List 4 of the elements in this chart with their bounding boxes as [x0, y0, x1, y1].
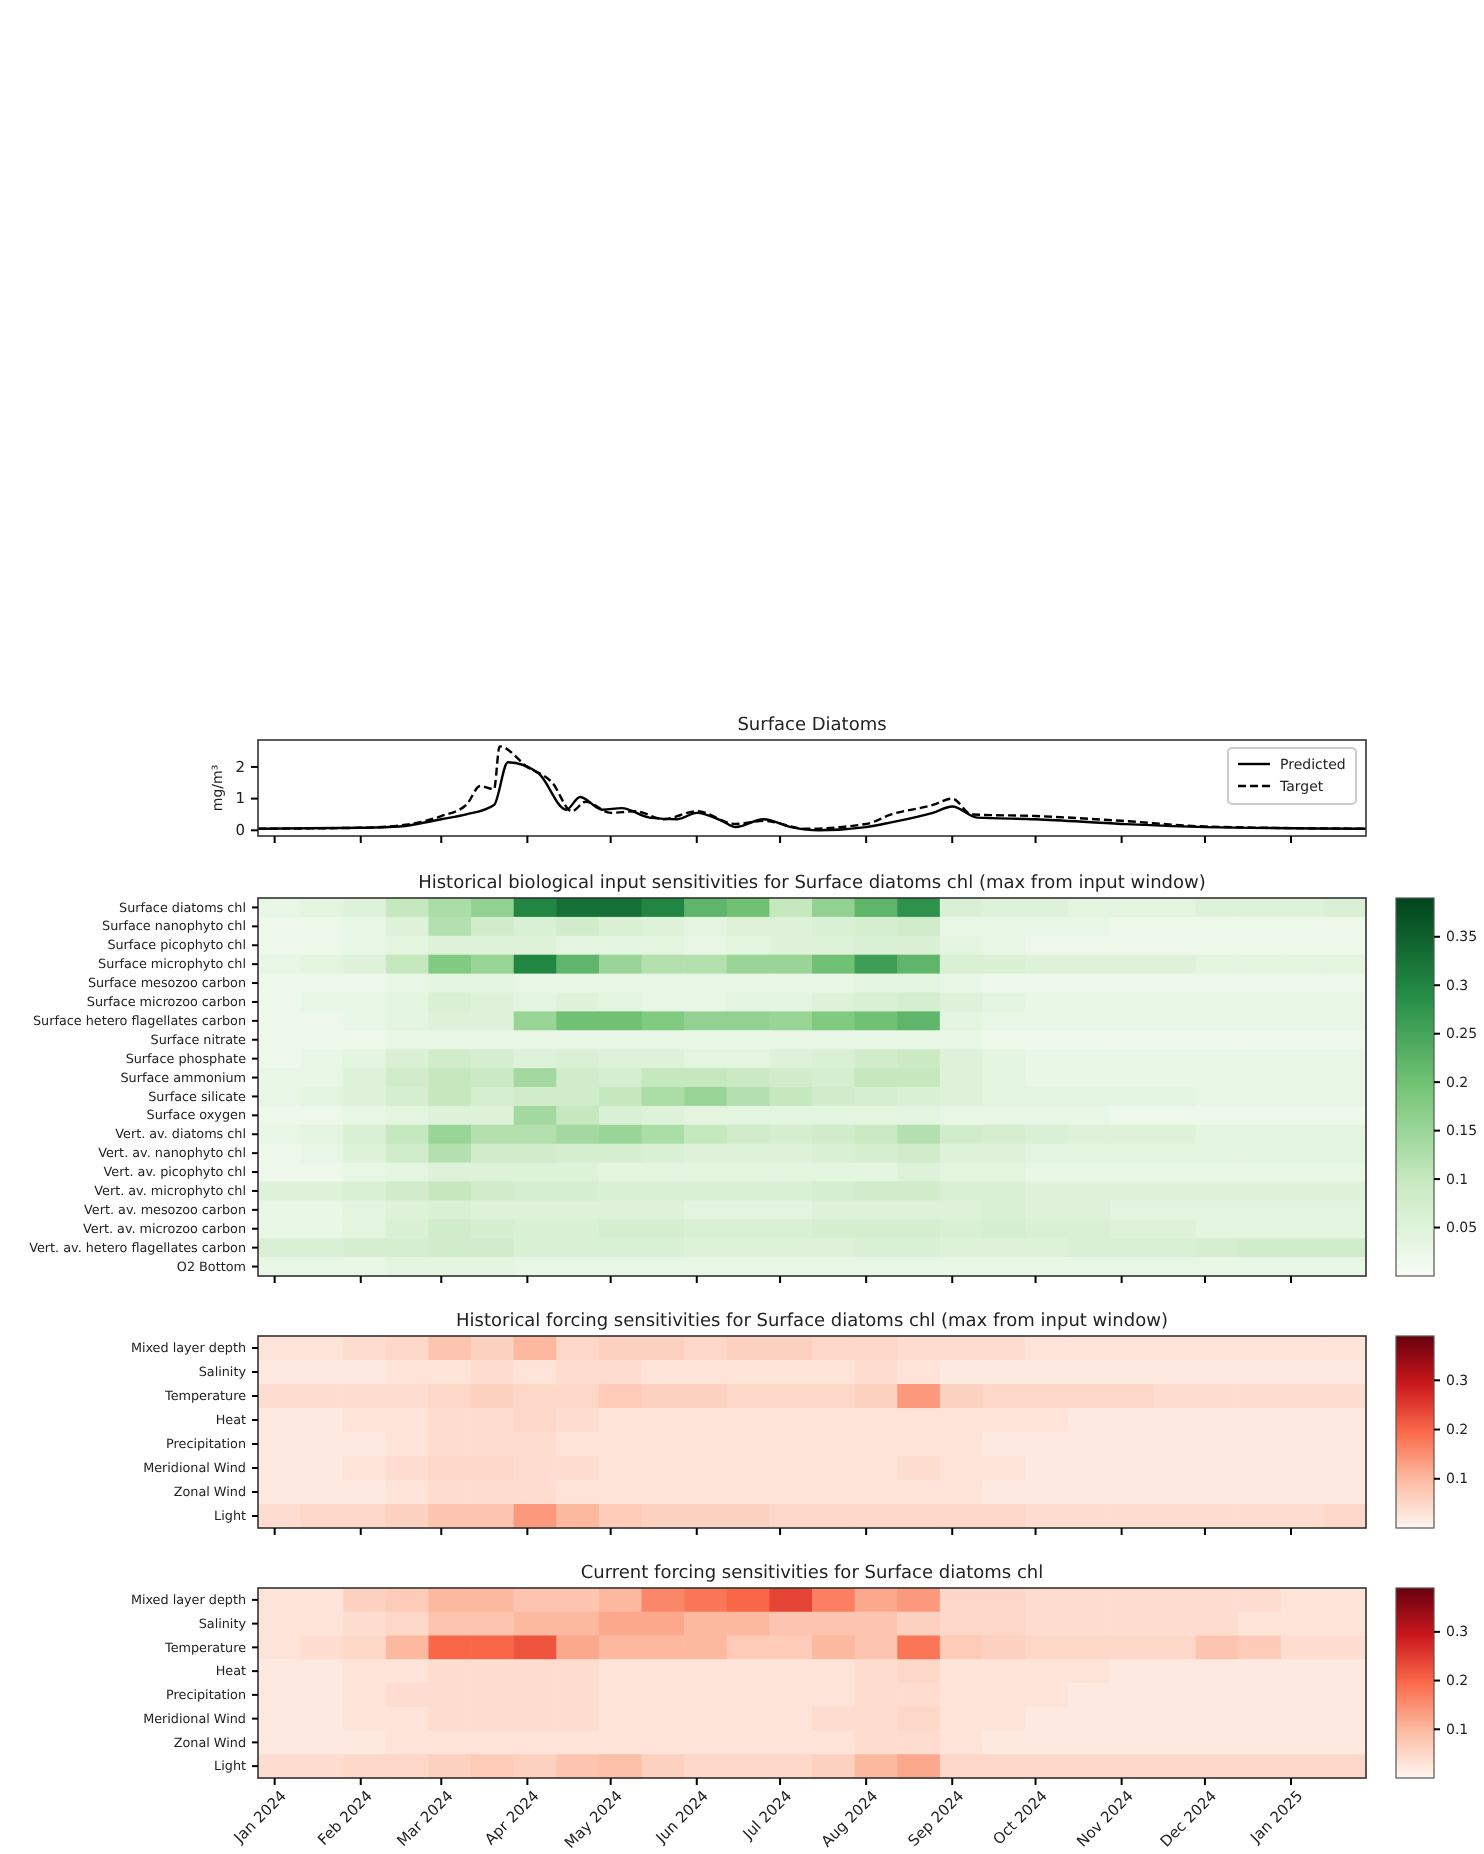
chart-title: Historical biological input sensitivities for Surface diatoms chl (max from input window): [418, 874, 1206, 894]
chart-title: Historical forcing sensitivities for Surface diatoms chl (max from input window): [456, 1312, 1168, 1332]
chart-title: Current forcing sensitivities for Surface diatoms chl: [580, 1564, 1044, 1584]
chart-title: Surface Diatoms: [737, 716, 888, 736]
